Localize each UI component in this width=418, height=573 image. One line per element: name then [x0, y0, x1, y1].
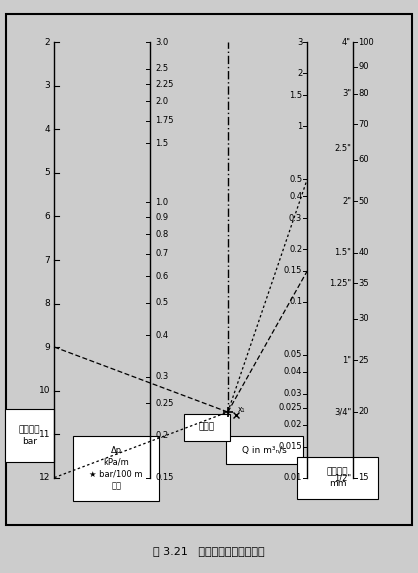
Text: 90: 90: [358, 62, 369, 71]
Text: 2.25: 2.25: [155, 80, 174, 89]
FancyBboxPatch shape: [226, 435, 303, 465]
Text: 0.05: 0.05: [284, 350, 302, 359]
Text: 3.0: 3.0: [155, 38, 169, 47]
Text: 1.0: 1.0: [155, 198, 168, 206]
Text: 管道内径
mm: 管道内径 mm: [327, 467, 349, 488]
Text: Q in m³ₙ/s: Q in m³ₙ/s: [242, 446, 287, 455]
FancyBboxPatch shape: [184, 414, 230, 441]
FancyBboxPatch shape: [73, 435, 159, 501]
Text: 0.02: 0.02: [284, 420, 302, 429]
Text: 参考线: 参考线: [199, 423, 215, 432]
Text: 7: 7: [44, 256, 50, 265]
Text: 10: 10: [38, 386, 50, 395]
Text: 0.5: 0.5: [155, 298, 168, 307]
Text: 0.2: 0.2: [289, 245, 302, 253]
Text: 线性压力
bar: 线性压力 bar: [18, 425, 40, 446]
Text: 9: 9: [44, 343, 50, 352]
Text: 0.9: 0.9: [155, 213, 168, 222]
Text: 2": 2": [342, 197, 351, 206]
Text: 0.04: 0.04: [284, 367, 302, 376]
Text: 3/4": 3/4": [334, 407, 351, 416]
Text: 25: 25: [358, 356, 369, 365]
Text: 80: 80: [358, 89, 369, 98]
FancyBboxPatch shape: [297, 457, 378, 499]
Text: 12: 12: [39, 473, 50, 482]
Text: 4: 4: [45, 125, 50, 134]
Text: 0.015: 0.015: [278, 442, 302, 451]
Text: 0.25: 0.25: [155, 399, 174, 408]
Text: 0.025: 0.025: [278, 403, 302, 412]
Text: 0.3: 0.3: [155, 372, 169, 382]
Text: 0.6: 0.6: [155, 272, 169, 281]
Text: 35: 35: [358, 278, 369, 288]
FancyBboxPatch shape: [5, 410, 54, 462]
Text: 8: 8: [44, 299, 50, 308]
Text: 0.7: 0.7: [155, 249, 169, 258]
Text: 0.4: 0.4: [155, 331, 168, 340]
Text: 20: 20: [358, 407, 369, 416]
Text: 0.1: 0.1: [289, 297, 302, 307]
Text: 2.5: 2.5: [155, 64, 168, 73]
Text: 0.3: 0.3: [289, 214, 302, 222]
Text: 4": 4": [342, 38, 351, 47]
Text: 0.8: 0.8: [155, 230, 169, 239]
Text: 0.15: 0.15: [284, 266, 302, 276]
Text: 0.5: 0.5: [289, 175, 302, 183]
Text: 0.01: 0.01: [284, 473, 302, 482]
Text: 2.5": 2.5": [334, 144, 351, 153]
Text: 1.25": 1.25": [329, 278, 351, 288]
Text: 6: 6: [44, 212, 50, 221]
Text: 0.03: 0.03: [284, 389, 302, 398]
Text: 1/2": 1/2": [334, 473, 351, 482]
Text: 3: 3: [44, 81, 50, 91]
Text: 5: 5: [44, 168, 50, 178]
Text: 60: 60: [358, 155, 369, 164]
Text: 1": 1": [342, 356, 351, 365]
Text: 2.0: 2.0: [155, 97, 168, 106]
Text: 11: 11: [38, 430, 50, 438]
Text: 图 3.21   主管道直径尺寸计算图: 图 3.21 主管道直径尺寸计算图: [153, 547, 265, 556]
Text: 40: 40: [358, 248, 369, 257]
Text: Δp
kPa/m
★ bar/100 m
管长: Δp kPa/m ★ bar/100 m 管长: [89, 446, 143, 490]
Text: 3: 3: [297, 38, 302, 47]
Text: 1: 1: [297, 121, 302, 131]
Text: 1.75: 1.75: [155, 116, 174, 125]
Text: 15: 15: [358, 473, 369, 482]
Text: 0.4: 0.4: [289, 191, 302, 201]
Text: 2: 2: [297, 69, 302, 78]
Text: x₁: x₁: [238, 405, 246, 414]
Text: 1.5: 1.5: [289, 91, 302, 100]
Text: 3": 3": [342, 89, 351, 98]
Text: 50: 50: [358, 197, 369, 206]
Text: 0.15: 0.15: [155, 473, 174, 482]
Text: 100: 100: [358, 38, 374, 47]
Text: 30: 30: [358, 314, 369, 323]
Text: 0.2: 0.2: [155, 431, 168, 440]
Text: 1.5": 1.5": [334, 248, 351, 257]
Text: 1.5: 1.5: [155, 139, 168, 148]
Text: 2: 2: [45, 38, 50, 47]
Text: 70: 70: [358, 120, 369, 129]
